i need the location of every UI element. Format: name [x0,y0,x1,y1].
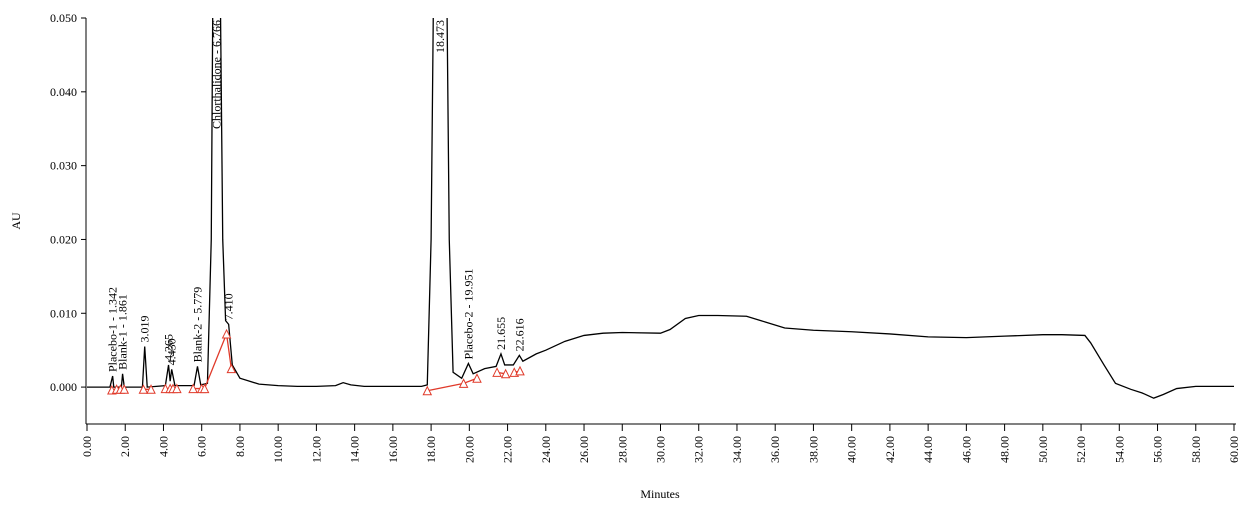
x-tick-label: 12.00 [309,436,323,463]
x-tick-label: 32.00 [692,436,706,463]
y-tick-label: 0.010 [50,306,77,320]
baseline-marker [226,363,237,374]
x-tick-label: 56.00 [1151,436,1165,463]
x-tick-label: 42.00 [883,436,897,463]
peak-label: 18.473 [433,20,447,53]
y-tick-label: 0.020 [50,232,77,246]
peak-label: Placebo-2 - 19.951 [461,268,475,359]
peak-label: 7.410 [222,293,236,320]
x-tick-label: 40.00 [845,436,859,463]
y-tick-label: 0.050 [50,11,77,25]
x-tick-label: 50.00 [1036,436,1050,463]
peak-label: 22.616 [512,318,526,351]
x-tick-label: 46.00 [959,436,973,463]
x-tick-label: 14.00 [348,436,362,463]
x-tick-label: 28.00 [615,436,629,463]
x-tick-label: 20.00 [462,436,476,463]
x-tick-label: 54.00 [1112,436,1126,463]
y-axis-label: AU [9,212,23,230]
x-tick-label: 34.00 [730,436,744,463]
x-tick-label: 16.00 [386,436,400,463]
baseline-marker [500,368,511,379]
x-tick-label: 8.00 [233,436,247,457]
peak-label: 3.019 [138,315,152,342]
peak-label: Blank-1 - 1.861 [116,294,130,370]
x-tick-label: 22.00 [501,436,515,463]
baseline-marker [146,384,156,394]
y-tick-label: 0.040 [50,85,77,99]
baseline-marker [472,373,482,383]
x-tick-label: 18.00 [424,436,438,463]
x-tick-label: 30.00 [654,436,668,463]
x-tick-label: 0.00 [80,436,94,457]
x-tick-label: 38.00 [806,436,820,463]
baseline-marker [199,383,210,394]
baseline-marker [458,378,469,388]
peak-label: 4.265 [162,334,176,361]
x-tick-label: 60.00 [1227,436,1241,463]
x-tick-label: 52.00 [1074,436,1088,463]
peak-label: 21.655 [494,317,508,350]
x-tick-label: 48.00 [998,436,1012,463]
x-tick-label: 4.00 [156,436,170,457]
baseline-marker [138,384,149,394]
peak-label: Chlorthalidone - 6.766 [209,20,223,129]
peak-label: Placebo-1 - 1.342 [106,287,120,372]
baseline-marker [422,385,433,396]
baseline-marker [172,383,182,394]
x-tick-label: 10.00 [271,436,285,463]
y-tick-label: 0.000 [50,380,77,394]
peak-label: 4.430 [165,338,179,365]
x-tick-label: 2.00 [118,436,132,457]
x-tick-label: 24.00 [539,436,553,463]
x-tick-label: 6.00 [195,436,209,457]
x-tick-label: 58.00 [1189,436,1203,463]
x-tick-label: 44.00 [921,436,935,463]
y-tick-label: 0.030 [50,159,77,173]
x-axis-label: Minutes [640,487,680,501]
baseline-marker [515,365,525,376]
baseline-marker [492,367,502,377]
x-tick-label: 36.00 [768,436,782,463]
plot-area [87,18,1234,399]
trace-line [87,18,1234,399]
peak-label: Blank-2 - 5.779 [190,287,204,363]
x-tick-label: 26.00 [577,436,591,463]
baseline-marker [221,328,232,339]
baseline-marker [188,383,198,394]
baseline-marker [119,384,130,394]
